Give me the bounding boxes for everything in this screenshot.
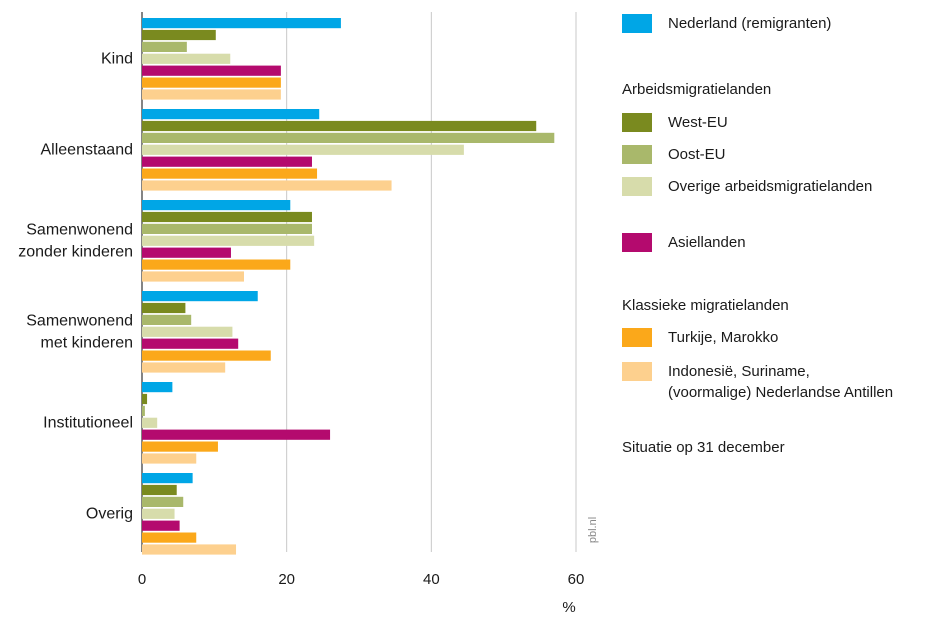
legend-note: Situatie op 31 december [622,439,785,456]
bar [142,302,186,314]
category-label: Overig [86,506,133,523]
bar [142,544,237,555]
legend-item-west-eu: West-EU [622,112,728,133]
legend-swatch [622,362,652,381]
category-label: Samenwonend zonder kinderen [18,222,133,261]
legend-item-turkije-marokko: Turkije, Marokko [622,327,778,348]
bar [142,89,281,100]
bar [142,168,318,179]
watermark: pbl.nl [587,517,599,543]
bar [142,326,233,337]
legend-swatch [622,177,652,196]
legend-group-heading: Klassieke migratielanden [622,297,789,314]
bar [142,291,258,302]
x-tick-label: 0 [138,571,146,588]
bar [142,144,464,155]
bar [142,405,145,416]
x-tick-label: 20 [278,571,295,588]
bar [142,338,239,349]
category-label: Institutioneel [43,415,133,432]
legend-swatch [622,113,652,132]
bar [142,223,312,234]
legend-item-nederland: Nederland (remigranten) [622,13,831,34]
legend-swatch [622,14,652,33]
x-tick-label: 40 [423,571,440,588]
bar [142,429,331,440]
category-label: Samenwonend met kinderen [26,313,133,352]
x-axis-label: % [562,599,575,616]
bar [142,41,187,52]
bar [142,382,173,393]
legend-group-heading: Arbeidsmigratielanden [622,81,772,98]
category-labels: Kind Alleenstaand Samenwonend zonder kinder… [18,51,133,523]
bar [142,132,555,143]
legend-item-indonesie-suriname: Indonesië, Suriname, (voormalige) Nederl… [622,361,893,403]
bar [142,271,244,282]
bar [142,362,226,373]
bar [142,53,231,64]
bar [142,508,175,519]
bar [142,473,193,484]
legend-swatch [622,233,652,252]
bar [142,29,216,41]
legend-label: Indonesië, Suriname, (voormalige) Nederl… [668,363,894,401]
bar [142,532,197,543]
legend-label: Asiellanden [668,234,746,251]
legend-label: Turkije, Marokko [668,329,779,346]
bar [142,259,291,270]
bar [142,156,312,167]
legend-item-overige-arbeid: Overige arbeidsmigratielanden [622,176,872,197]
bar [142,350,271,361]
bar [142,235,315,246]
bars [142,18,555,555]
legend-swatch [622,145,652,164]
legend-label: Oost-EU [668,146,726,163]
bar [142,120,537,132]
bar [142,453,197,464]
bar [142,18,341,29]
bar [142,109,320,120]
bar [142,247,231,258]
bar [142,484,177,496]
category-label: Kind [101,51,133,68]
category-label: Alleenstaand [40,142,133,159]
bar [142,417,158,428]
bar [142,211,312,223]
legend-label: Overige arbeidsmigratielanden [668,178,873,195]
bar [142,441,218,452]
bar [142,393,148,405]
legend-item-oost-eu: Oost-EU [622,144,726,165]
bar [142,77,281,88]
bar [142,180,392,191]
legend-label: West-EU [668,114,728,131]
x-tick-labels: 0 20 40 60 [138,571,585,588]
bar [142,200,291,211]
legend-label: Nederland (remigranten) [668,15,832,32]
legend-item-asiellanden: Asiellanden [622,232,746,253]
x-tick-label: 60 [568,571,585,588]
legend-swatch [622,328,652,347]
bar [142,314,192,325]
bar [142,496,184,507]
bar [142,65,281,76]
bar [142,520,180,531]
